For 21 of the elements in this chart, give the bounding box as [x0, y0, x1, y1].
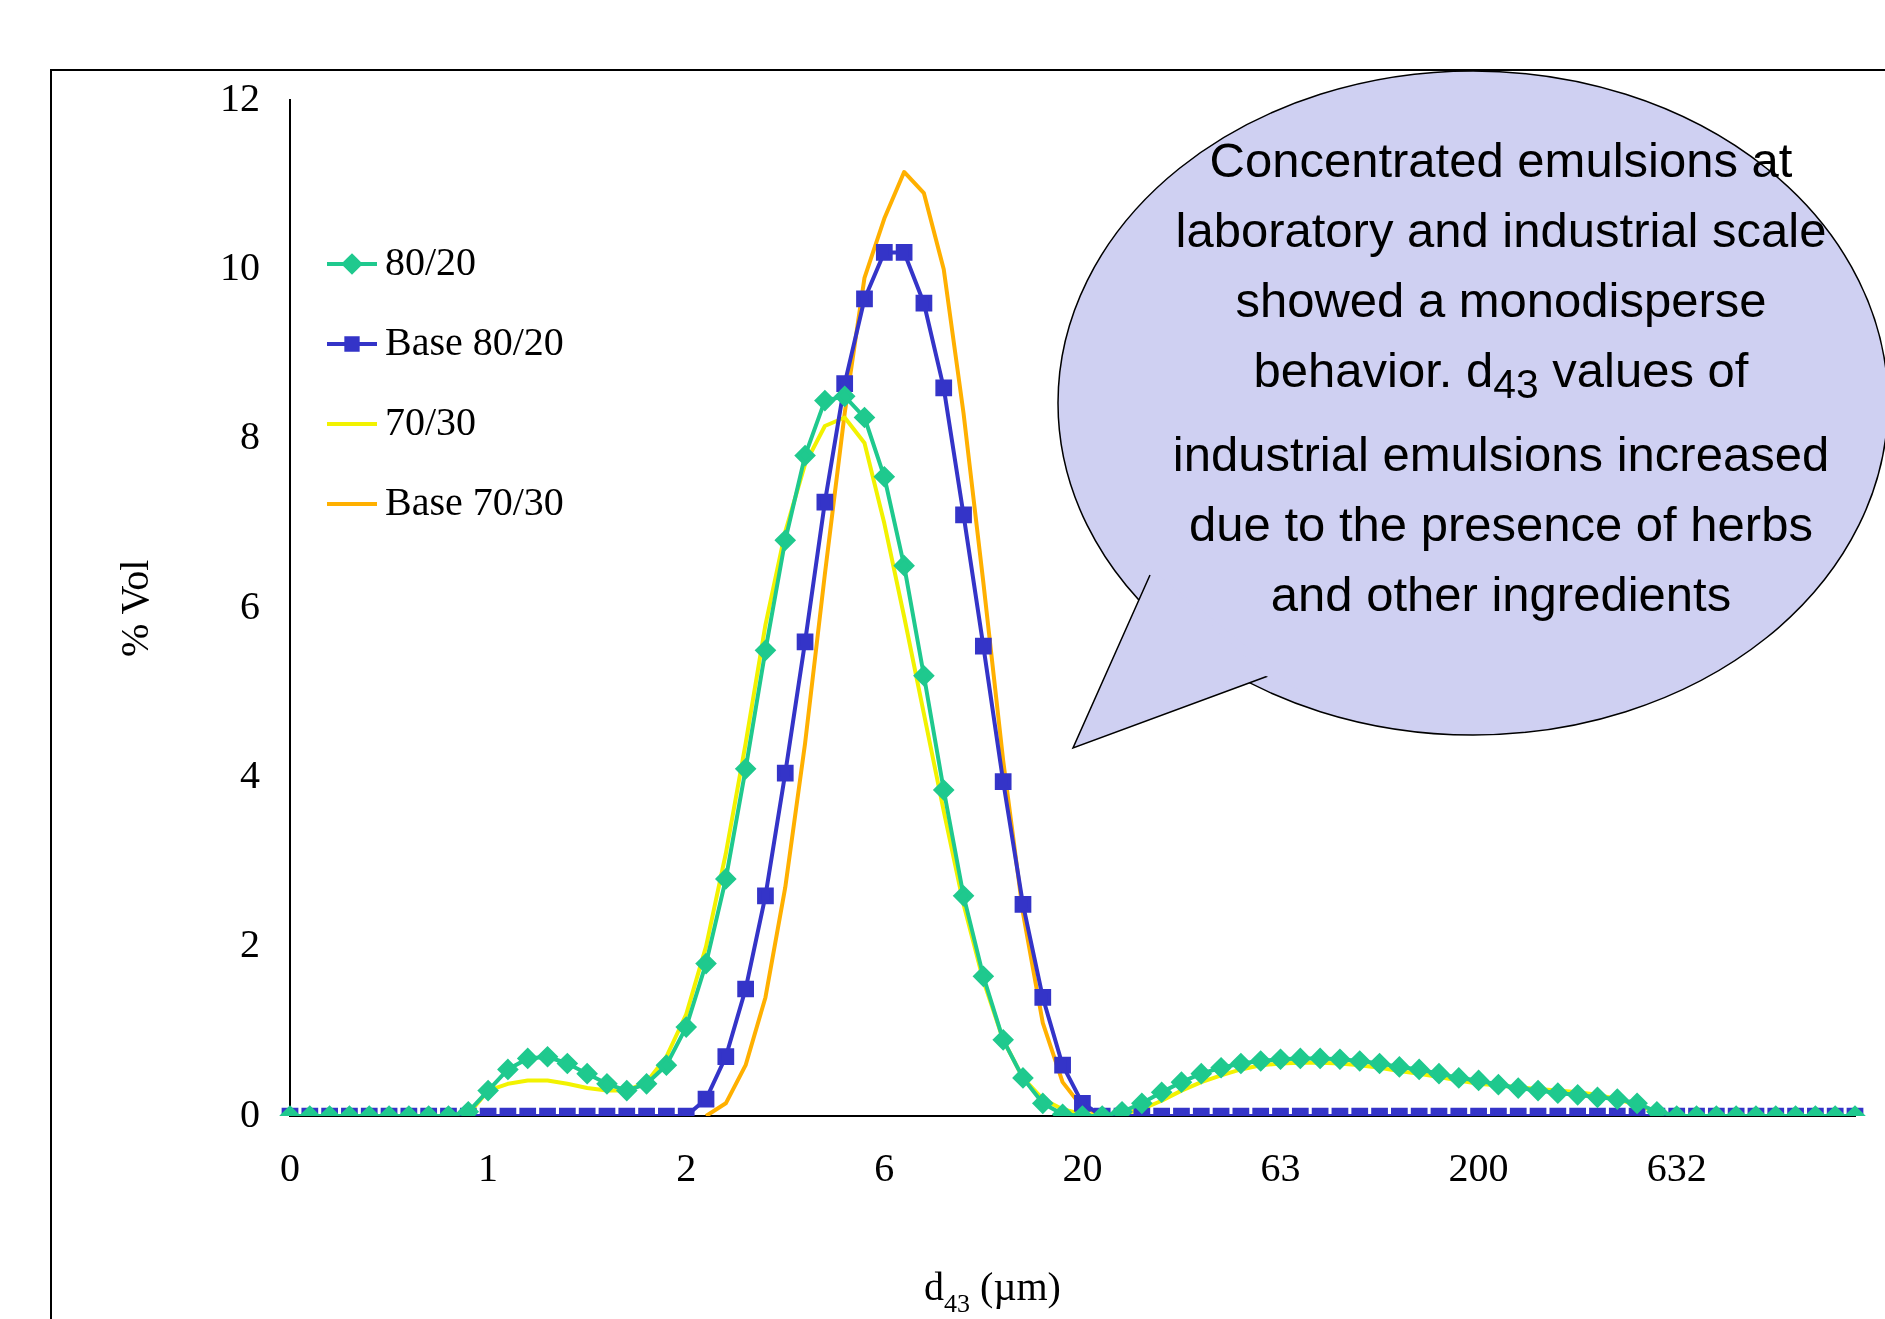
- y-axis-title: % Vol: [112, 559, 157, 658]
- x-tick-label: 2: [676, 1144, 697, 1190]
- x-tick-label: 20: [1062, 1144, 1103, 1190]
- y-tick-label: 0: [240, 1090, 260, 1136]
- x-tick-label: 6: [874, 1144, 895, 1190]
- legend-label: Base 80/20: [385, 318, 564, 364]
- text: Concentrated emulsions at laboratory and industrial scale showed a monodisperse behavior. d$_{43}$ values of industrial emulsions increased due to the presence of herbs and other ingredients: [1172, 133, 1830, 621]
- x-tick-label: 632: [1646, 1144, 1707, 1190]
- x-tick-label: 200: [1448, 1144, 1509, 1190]
- y-tick-label: 8: [240, 413, 260, 459]
- y-tick-label: 6: [240, 582, 260, 628]
- legend-label: 80/20: [385, 238, 477, 284]
- y-tick-label: 10: [220, 243, 260, 289]
- x-tick-label: 1: [478, 1144, 499, 1190]
- x-tick-label: 63: [1260, 1144, 1301, 1190]
- y-tick-label: 4: [240, 751, 260, 797]
- y-tick-label: 12: [220, 74, 260, 120]
- x-tick-label: 0: [280, 1144, 300, 1190]
- y-tick-label: 2: [240, 921, 260, 967]
- legend-label: 70/30: [385, 398, 477, 444]
- legend-label: Base 70/30: [385, 478, 564, 524]
